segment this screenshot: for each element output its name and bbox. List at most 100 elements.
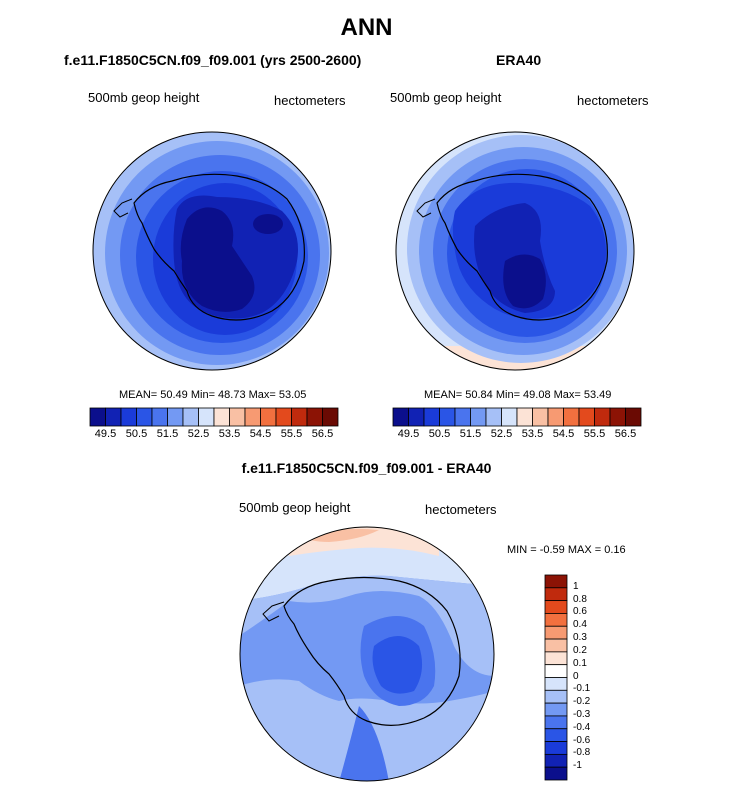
colorbar-tick-label: -0.4: [573, 721, 591, 733]
model-polar-map: [92, 131, 332, 371]
colorbar-tick-label: 0.2: [573, 644, 587, 656]
colorbar-tick-label: 0: [573, 670, 579, 682]
colorbar-tick-label: -0.2: [573, 696, 591, 708]
colorbar-box: [563, 407, 580, 427]
diff-colorbar: [544, 574, 568, 781]
colorbar-box: [485, 407, 502, 427]
obs-colorbar: [392, 407, 642, 427]
colorbar-box: [544, 702, 568, 717]
colorbar-box: [470, 407, 487, 427]
model-colorbar: [89, 407, 339, 427]
colorbar-tick-label: 55.5: [583, 428, 606, 440]
colorbar-tick-label: -0.3: [573, 708, 591, 720]
colorbar-tick-label: 50.5: [125, 428, 148, 440]
colorbar-box: [151, 407, 168, 427]
colorbar-tick-label: 0.8: [573, 593, 587, 605]
colorbar-tick-label: 0.1: [573, 657, 587, 669]
colorbar-box: [275, 407, 292, 427]
colorbar-box: [532, 407, 549, 427]
colorbar-box: [392, 407, 409, 427]
obs-panel-title: ERA40: [496, 52, 542, 68]
obs-units-label: hectometers: [577, 93, 649, 108]
colorbar-tick-label: 53.5: [521, 428, 544, 440]
colorbar-tick-label: 51.5: [156, 428, 179, 440]
colorbar-box: [306, 407, 323, 427]
colorbar-box: [544, 625, 568, 640]
colorbar-tick-label: 49.5: [397, 428, 420, 440]
diff-units-label: hectometers: [425, 502, 497, 517]
colorbar-box: [167, 407, 184, 427]
colorbar-box: [213, 407, 230, 427]
colorbar-box: [544, 651, 568, 666]
colorbar-box: [544, 766, 568, 781]
diff-colorbar-labels: 1 0.8 0.6 0.4 0.3 0.2 0.1 0 -0.1 -0.2 -0.3 -0.4 -0.6…: [573, 575, 613, 780]
colorbar-tick-label: 54.5: [552, 428, 575, 440]
colorbar-box: [544, 677, 568, 691]
colorbar-box: [544, 638, 568, 653]
colorbar-tick-label: 51.5: [459, 428, 482, 440]
colorbar-box: [423, 407, 440, 427]
colorbar-tick-label: 56.5: [311, 428, 334, 440]
diff-panel-title: f.e11.F1850C5CN.f09_f09.001 - ERA40: [241, 460, 492, 476]
colorbar-tick-label: -0.1: [573, 683, 591, 695]
page-title: ANN: [340, 14, 393, 41]
colorbar-tick-label: 53.5: [218, 428, 241, 440]
model-units-label: hectometers: [274, 93, 346, 108]
colorbar-tick-label: -0.8: [573, 747, 591, 759]
colorbar-box: [578, 407, 595, 427]
colorbar-box: [547, 407, 564, 427]
colorbar-tick-label: -1: [573, 760, 582, 772]
colorbar-box: [501, 407, 518, 427]
colorbar-tick-label: 0.6: [573, 606, 587, 618]
colorbar-tick-label: 50.5: [428, 428, 451, 440]
colorbar-box: [229, 407, 246, 427]
obs-polar-map: [395, 131, 635, 371]
colorbar-tick-label: 52.5: [490, 428, 513, 440]
colorbar-box: [544, 600, 568, 614]
diff-polar-map: [239, 526, 495, 782]
colorbar-box: [182, 407, 199, 427]
colorbar-box: [244, 407, 261, 427]
colorbar-box: [408, 407, 425, 427]
colorbar-box: [544, 715, 568, 730]
colorbar-box: [544, 753, 568, 768]
colorbar-box: [439, 407, 456, 427]
colorbar-box: [198, 407, 215, 427]
colorbar-box: [516, 407, 533, 427]
model-panel-title: f.e11.F1850C5CN.f09_f09.001 (yrs 2500-26…: [64, 52, 362, 68]
colorbar-tick-label: 55.5: [280, 428, 303, 440]
colorbar-box: [260, 407, 277, 427]
colorbar-tick-label: 0.4: [573, 619, 587, 631]
colorbar-box: [291, 407, 308, 427]
obs-field-label: 500mb geop height: [390, 90, 502, 105]
colorbar-tick-label: 54.5: [249, 428, 272, 440]
colorbar-box: [544, 574, 568, 589]
colorbar-tick-label: 1: [573, 580, 579, 592]
colorbar-tick-label: 56.5: [614, 428, 637, 440]
obs-colorbar-labels: 49.5 50.5 51.5 52.5 53.5 54.5 55.5 56.5: [393, 428, 641, 442]
colorbar-box: [625, 407, 642, 427]
colorbar-box: [120, 407, 137, 427]
model-stats: MEAN= 50.49 Min= 48.73 Max= 53.05: [119, 389, 307, 401]
diff-field-label: 500mb geop height: [239, 500, 351, 515]
model-field-label: 500mb geop height: [88, 90, 200, 105]
colorbar-tick-label: 0.3: [573, 632, 587, 644]
colorbar-box: [136, 407, 153, 427]
colorbar-box: [544, 689, 568, 704]
colorbar-box: [609, 407, 626, 427]
colorbar-box: [322, 407, 339, 427]
colorbar-box: [544, 741, 568, 755]
colorbar-tick-label: -0.6: [573, 734, 591, 746]
diff-stats: MIN = -0.59 MAX = 0.16: [507, 544, 626, 556]
colorbar-box: [105, 407, 122, 427]
colorbar-box: [544, 613, 568, 627]
colorbar-box: [454, 407, 471, 427]
colorbar-box: [544, 728, 568, 742]
colorbar-tick-label: 49.5: [94, 428, 117, 440]
obs-stats: MEAN= 50.84 Min= 49.08 Max= 53.49: [424, 389, 612, 401]
model-colorbar-labels: 49.5 50.5 51.5 52.5 53.5 54.5 55.5 56.5: [90, 428, 338, 442]
colorbar-box: [594, 407, 611, 427]
colorbar-tick-label: 52.5: [187, 428, 210, 440]
colorbar-box: [89, 407, 106, 427]
colorbar-box: [544, 587, 568, 602]
